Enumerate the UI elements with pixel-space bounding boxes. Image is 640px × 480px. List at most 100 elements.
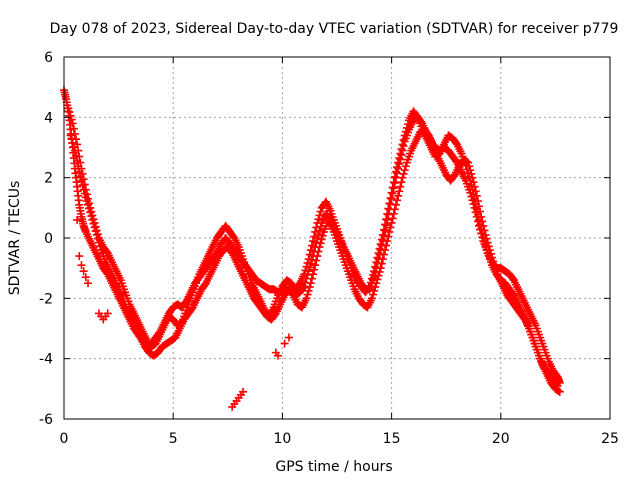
data-point: [395, 154, 404, 163]
x-tick-label: 15: [383, 431, 401, 447]
data-point: [81, 273, 90, 282]
data-point: [396, 149, 405, 158]
data-point: [284, 333, 293, 342]
data-point: [72, 135, 81, 144]
data-point: [379, 225, 388, 234]
data-point: [316, 207, 325, 216]
y-tick-label: 2: [44, 171, 53, 187]
data-point: [470, 194, 479, 203]
x-axis-label: GPS time / hours: [275, 459, 392, 475]
data-point: [92, 226, 101, 235]
data-point: [307, 274, 316, 283]
data-point: [80, 180, 89, 189]
data-point: [75, 152, 84, 161]
data-point: [370, 286, 379, 295]
data-point: [402, 123, 411, 132]
y-tick-label: -6: [39, 412, 53, 428]
data-point: [308, 237, 317, 246]
data-point: [66, 131, 75, 140]
data-point: [65, 108, 74, 117]
data-point: [365, 282, 374, 291]
data-point: [89, 215, 98, 224]
data-point: [274, 351, 283, 360]
data-point: [73, 215, 82, 224]
data-point: [303, 258, 312, 267]
data-point: [306, 279, 315, 288]
data-point: [366, 278, 375, 287]
data-point: [388, 183, 397, 192]
data-point: [371, 262, 380, 271]
data-point: [461, 161, 470, 170]
data-point: [301, 266, 310, 275]
data-point: [81, 185, 90, 194]
data-point: [387, 188, 396, 197]
data-point: [403, 120, 412, 129]
data-point: [305, 283, 314, 292]
data-point: [382, 215, 391, 224]
data-point: [471, 200, 480, 209]
data-point: [302, 262, 311, 271]
data-point: [76, 158, 85, 167]
data-point: [378, 255, 387, 264]
data-point: [87, 207, 96, 216]
data-point: [73, 140, 82, 149]
data-point: [369, 270, 378, 279]
data-point: [280, 339, 289, 348]
data-point: [477, 224, 486, 233]
data-point: [304, 286, 313, 295]
data-point: [394, 191, 403, 200]
data-point: [376, 264, 385, 273]
data-point: [318, 231, 327, 240]
data-point: [412, 111, 421, 120]
data-point: [397, 145, 406, 154]
data-markers: [60, 86, 564, 411]
data-point: [399, 135, 408, 144]
data-point: [393, 163, 402, 172]
data-point: [82, 190, 91, 199]
data-point: [391, 167, 400, 176]
data-point: [90, 218, 99, 227]
data-point: [396, 182, 405, 191]
data-point: [67, 115, 76, 124]
data-point: [369, 290, 378, 299]
data-point: [300, 270, 309, 279]
data-point: [79, 267, 88, 276]
data-point: [478, 229, 487, 238]
data-point: [74, 146, 83, 155]
chart-title: Day 078 of 2023, Sidereal Day-to-day VTE…: [50, 21, 619, 37]
data-point: [385, 199, 394, 208]
data-point: [393, 196, 402, 205]
data-point: [474, 215, 483, 224]
data-point: [316, 239, 325, 248]
data-point: [70, 129, 79, 138]
data-point: [314, 215, 323, 224]
data-point: [462, 165, 471, 174]
data-point: [481, 241, 490, 250]
data-point: [383, 209, 392, 218]
data-point: [394, 158, 403, 167]
data-point: [93, 230, 102, 239]
data-point: [397, 178, 406, 187]
data-point: [370, 267, 379, 276]
data-point: [84, 279, 93, 288]
data-point: [398, 140, 407, 149]
x-tick-label: 0: [60, 431, 69, 447]
data-point: [552, 380, 561, 389]
x-tick-label: 25: [601, 431, 619, 447]
data-point: [310, 232, 319, 241]
data-point: [479, 234, 488, 242]
data-point: [466, 176, 475, 185]
data-point: [312, 223, 321, 232]
data-point: [401, 162, 410, 171]
data-point: [382, 241, 391, 250]
data-point: [389, 178, 398, 187]
data-point: [78, 169, 87, 178]
data-point: [364, 283, 373, 292]
data-point: [472, 205, 481, 214]
data-point: [480, 237, 489, 246]
data-point: [302, 294, 311, 303]
data-point: [377, 235, 386, 244]
data-point: [306, 246, 315, 255]
data-point: [86, 203, 95, 212]
